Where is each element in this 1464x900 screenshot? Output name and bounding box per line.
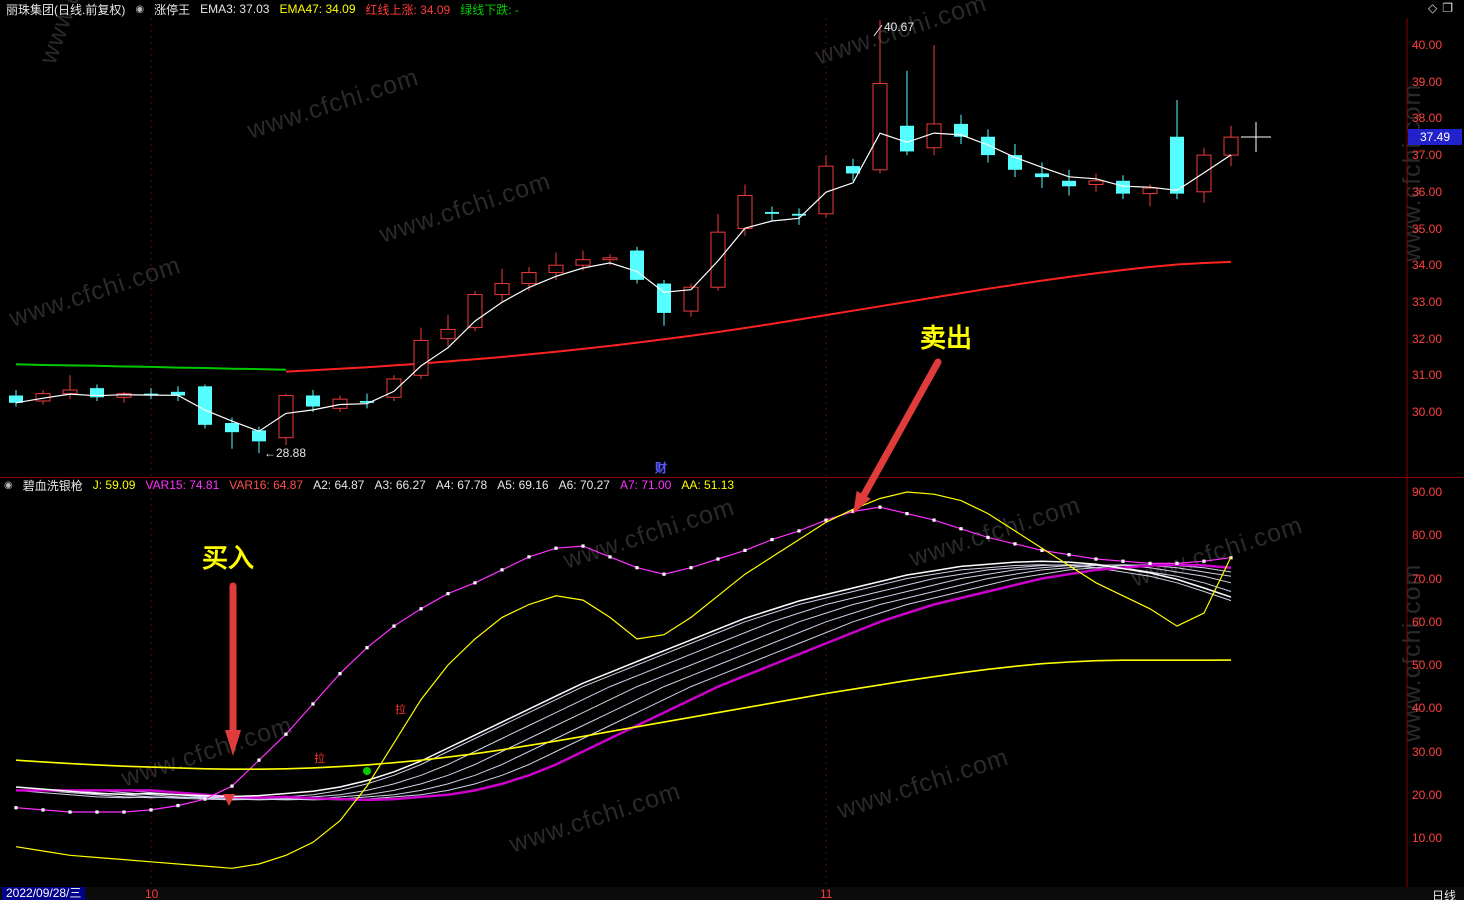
axis-tick-label: 90.00: [1412, 485, 1443, 499]
status-bar: 2022/09/28/三 10 11 日线: [0, 887, 1464, 900]
sell-annotation: 卖出: [920, 323, 973, 353]
indicator2-value: VAR16: 64.87: [229, 478, 304, 492]
buy-arrow: [225, 582, 241, 756]
ema47-value: EMA47: 34.09: [279, 2, 356, 16]
axis-tick-label: 30.00: [1412, 744, 1443, 759]
axis-tick-label: 38.00: [1412, 111, 1443, 126]
axis-tick-label: 34.00: [1412, 258, 1443, 273]
axis-tick-label: 32.00: [1412, 331, 1443, 346]
axis-tick-label: 39.00: [1412, 74, 1443, 89]
axis-tick-label: 30.00: [1412, 405, 1443, 419]
indicator-lines-layer: [14, 491, 1233, 869]
indicator2-value: A5: 69.16: [497, 478, 549, 492]
indicator2-value: AA: 51.13: [681, 478, 735, 492]
indicator2-value: VAR15: 74.81: [145, 478, 220, 492]
axis-tick-label: 80.00: [1412, 528, 1443, 543]
main-chart-header: 丽珠集团(日线.前复权) ◉ 涨停王 EMA3: 37.03 EMA47: 34…: [0, 0, 1464, 18]
green-line-value: 绿线下跌: -: [460, 2, 519, 17]
axis-tick-label: 35.00: [1412, 221, 1443, 236]
axis-tick-label: 36.00: [1412, 184, 1443, 199]
finance-event-marker[interactable]: 财: [655, 461, 668, 475]
red-line-value: 红线上涨: 34.09: [365, 2, 451, 17]
indicator2-value: A2: 64.87: [313, 478, 365, 492]
indicator2-value: A4: 67.78: [435, 478, 488, 492]
indicator2-value: A3: 66.27: [374, 478, 426, 492]
high-price-annotation: 40.67: [884, 20, 915, 34]
month-label-11: 11: [820, 887, 833, 900]
axis-tick-label: 10.00: [1412, 831, 1443, 845]
stock-title: 丽珠集团(日线.前复权): [6, 2, 126, 17]
axis-tick-label: 40.00: [1412, 701, 1443, 716]
axis-tick-label: 40.00: [1412, 38, 1443, 52]
axis-tick-label: 37.00: [1412, 148, 1443, 163]
period-label[interactable]: 日线: [1431, 889, 1456, 900]
indicator2-header: ◉ 碧血洗银枪 J: 59.09 VAR15: 74.81 VAR16: 64.87…: [0, 477, 1404, 493]
indicator2-values: J: 59.09 VAR15: 74.81 VAR16: 64.87 A2: 64.8…: [93, 478, 734, 492]
current-price-tag: 37.49: [1408, 129, 1462, 145]
axis-tick-label: 31.00: [1412, 368, 1443, 383]
date-display: 2022/09/28/三: [2, 887, 86, 900]
indicator-bullet-icon: ◉: [135, 3, 145, 15]
pull-label-2: 拉: [395, 704, 406, 716]
month-label-10: 10: [145, 887, 159, 900]
indicator2-name: 碧血洗银枪: [22, 478, 83, 493]
indicator-name: 涨停王: [154, 2, 191, 17]
sell-arrow: [853, 358, 942, 514]
low-price-annotation: ←28.88: [264, 446, 307, 460]
axis-tick-label: 70.00: [1412, 571, 1443, 586]
axis-tick-label: 50.00: [1412, 658, 1443, 672]
panel-icon[interactable]: ❐: [1442, 1, 1458, 15]
buy-annotation: 买入: [202, 543, 255, 573]
window-controls[interactable]: ◇❐: [1428, 1, 1458, 15]
annotation-layer: [225, 24, 1271, 756]
indicator-bullet-icon: ◉: [4, 479, 13, 491]
axis-tick-label: 60.00: [1412, 614, 1443, 629]
candles-layer: [9, 20, 1239, 454]
ema3-value: EMA3: 37.03: [200, 2, 270, 16]
indicator2-value: A6: 70.27: [558, 478, 610, 492]
indicator2-value: J: 59.09: [92, 478, 136, 492]
pull-label-1: 拉: [314, 753, 325, 765]
diamond-icon[interactable]: ◇: [1428, 1, 1443, 15]
axis-tick-label: 20.00: [1412, 787, 1443, 802]
grid-layer: [0, 18, 1464, 888]
axis-tick-label: 33.00: [1412, 294, 1443, 309]
indicator2-value: A7: 71.00: [619, 478, 672, 492]
